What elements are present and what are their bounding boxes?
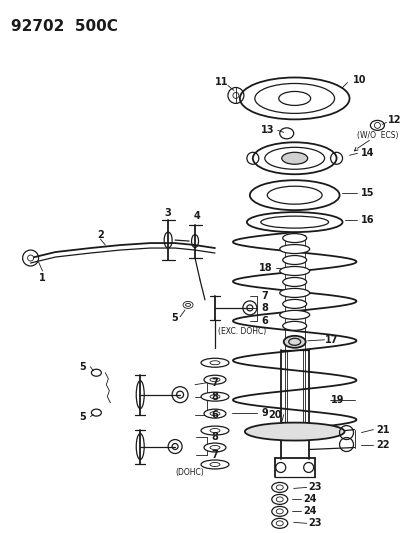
- Text: 17: 17: [324, 335, 337, 345]
- Text: 19: 19: [330, 394, 344, 405]
- Text: 24: 24: [302, 495, 316, 504]
- Ellipse shape: [254, 84, 334, 114]
- Ellipse shape: [201, 426, 228, 435]
- Text: 23: 23: [307, 482, 320, 492]
- Ellipse shape: [267, 186, 321, 204]
- Text: 6: 6: [261, 316, 268, 326]
- Text: 1: 1: [39, 273, 46, 283]
- Text: 7: 7: [211, 449, 218, 459]
- Ellipse shape: [204, 409, 225, 418]
- Text: 8: 8: [211, 392, 218, 402]
- Ellipse shape: [281, 152, 307, 164]
- Text: (W/O  ECS): (W/O ECS): [357, 131, 398, 140]
- Text: 13: 13: [261, 125, 274, 135]
- Text: 23: 23: [307, 518, 320, 528]
- Text: 4: 4: [193, 211, 200, 221]
- Text: 8: 8: [261, 303, 268, 313]
- Text: 3: 3: [164, 208, 171, 218]
- Ellipse shape: [282, 300, 306, 309]
- Ellipse shape: [204, 443, 225, 452]
- Text: (EXC. DOHC): (EXC. DOHC): [217, 327, 266, 336]
- Text: 12: 12: [387, 115, 400, 125]
- Ellipse shape: [282, 255, 306, 264]
- Ellipse shape: [260, 216, 328, 228]
- Ellipse shape: [204, 375, 225, 384]
- Ellipse shape: [201, 392, 228, 401]
- Ellipse shape: [279, 245, 309, 254]
- Text: (DOHC): (DOHC): [175, 468, 203, 477]
- Text: 24: 24: [302, 506, 316, 516]
- Text: 15: 15: [360, 188, 373, 198]
- Ellipse shape: [279, 288, 309, 297]
- Text: 5: 5: [171, 313, 178, 323]
- Ellipse shape: [249, 180, 339, 210]
- Ellipse shape: [282, 233, 306, 243]
- Text: 20: 20: [267, 410, 281, 419]
- Text: 5: 5: [79, 411, 85, 422]
- Text: 14: 14: [360, 148, 373, 158]
- Text: 22: 22: [376, 440, 389, 449]
- Ellipse shape: [252, 142, 336, 174]
- Text: 6: 6: [211, 410, 218, 419]
- Text: 21: 21: [376, 425, 389, 434]
- Text: 7: 7: [261, 291, 268, 301]
- Ellipse shape: [239, 77, 349, 119]
- Ellipse shape: [283, 336, 305, 348]
- Text: 16: 16: [360, 215, 373, 225]
- Ellipse shape: [264, 147, 324, 169]
- Ellipse shape: [201, 358, 228, 367]
- Ellipse shape: [279, 310, 309, 319]
- Text: 10: 10: [352, 76, 366, 85]
- Text: 9: 9: [261, 408, 268, 418]
- Ellipse shape: [279, 266, 309, 276]
- Ellipse shape: [282, 321, 306, 330]
- Ellipse shape: [244, 423, 344, 441]
- Circle shape: [28, 255, 33, 261]
- Text: 7: 7: [211, 378, 218, 387]
- Text: 8: 8: [211, 432, 218, 441]
- Ellipse shape: [201, 460, 228, 469]
- Ellipse shape: [282, 278, 306, 286]
- Ellipse shape: [246, 212, 342, 232]
- Text: 2: 2: [97, 230, 104, 240]
- Text: 92702  500C: 92702 500C: [11, 19, 117, 34]
- Text: 5: 5: [79, 362, 85, 372]
- Text: 11: 11: [215, 77, 228, 87]
- Text: 18: 18: [259, 263, 272, 273]
